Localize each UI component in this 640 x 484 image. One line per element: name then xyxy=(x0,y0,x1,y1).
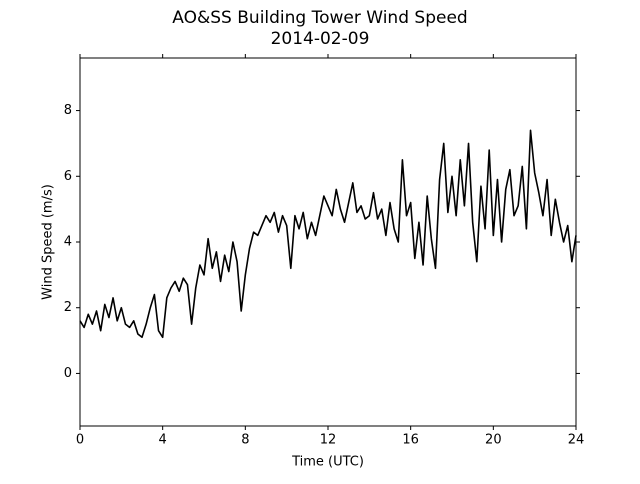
y-tick-label: 8 xyxy=(64,103,72,118)
y-tick-label: 0 xyxy=(64,366,72,381)
y-tick-label: 6 xyxy=(64,169,72,184)
x-tick-label: 16 xyxy=(402,433,419,448)
line xyxy=(79,129,577,339)
chart-title: AO&SS Building Tower Wind Speed xyxy=(172,8,467,28)
x-tick-label: 8 xyxy=(241,433,249,448)
x-axis-label: Time (UTC) xyxy=(291,455,364,470)
y-axis-label: Wind Speed (m/s) xyxy=(41,184,56,300)
y-tick-label: 4 xyxy=(64,235,72,250)
x-tick-label: 24 xyxy=(568,433,585,448)
x-tick-label: 20 xyxy=(485,433,502,448)
y-tick-label: 2 xyxy=(64,300,72,315)
x-tick-label: 0 xyxy=(76,433,84,448)
chart-subtitle: 2014-02-09 xyxy=(271,29,370,49)
x-tick-label: 4 xyxy=(159,433,167,448)
x-tick-label: 12 xyxy=(320,433,337,448)
